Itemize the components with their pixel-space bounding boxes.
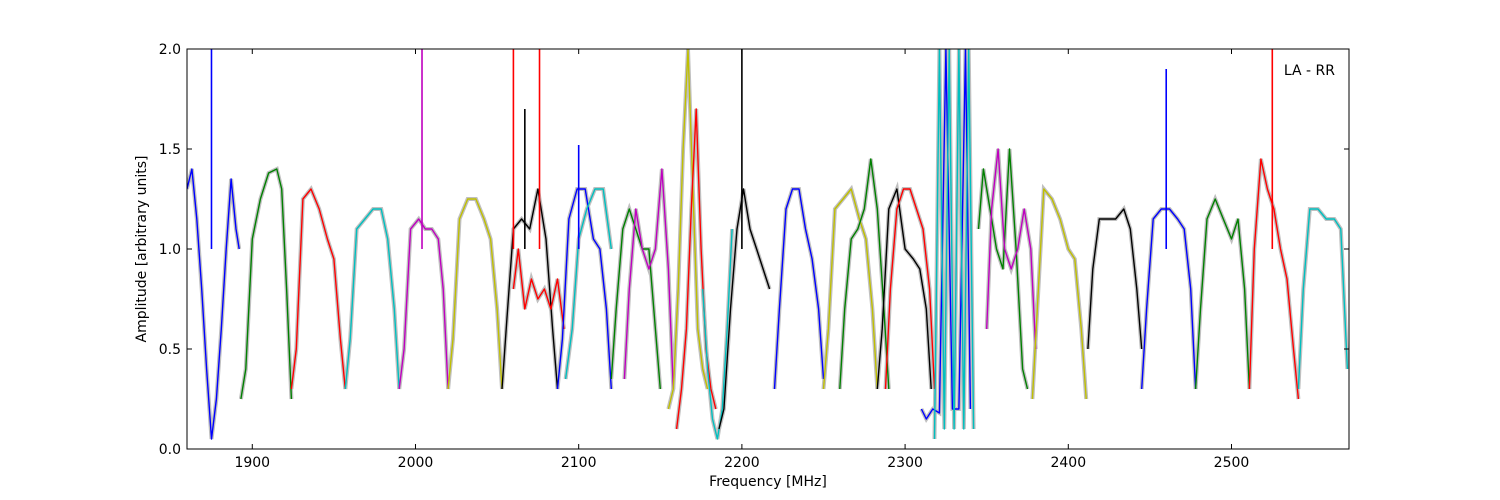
y-tick-label: 0.0 xyxy=(159,442,181,458)
series-line-11 xyxy=(610,208,661,390)
y-tick-label: 0.5 xyxy=(159,342,181,358)
series-line-27 xyxy=(1087,208,1143,350)
series-line-18 xyxy=(822,188,878,390)
series-line-26 xyxy=(1031,188,1087,400)
series-line-4 xyxy=(344,208,400,390)
y-axis-label: Amplitude [arbitrary units] xyxy=(134,156,150,343)
series-line-30 xyxy=(1248,158,1300,400)
x-tick-label: 2300 xyxy=(887,455,923,471)
x-tick-label: 2100 xyxy=(561,455,597,471)
x-axis-label: Frequency [MHz] xyxy=(709,474,827,490)
plot-area xyxy=(187,49,1349,449)
y-tick-label: 1.0 xyxy=(159,242,181,258)
series-line-6 xyxy=(447,198,503,390)
x-tick-label: 2400 xyxy=(1050,455,1086,471)
series-line-7 xyxy=(501,188,559,390)
series-line-19 xyxy=(839,158,890,390)
series-line-24 xyxy=(977,148,1029,390)
y-tick-label: 2.0 xyxy=(159,42,181,58)
series-line-13 xyxy=(667,49,709,410)
series-line-15 xyxy=(702,228,733,440)
series-line-29 xyxy=(1194,198,1251,390)
series-line-20 xyxy=(876,188,932,390)
series-line-21 xyxy=(884,188,936,390)
x-tick-label: 2500 xyxy=(1214,455,1250,471)
chart-annotation: LA - RR xyxy=(1284,63,1335,79)
x-tick-label: 2200 xyxy=(724,455,760,471)
series-line-22 xyxy=(920,49,972,420)
x-tick-label: 1900 xyxy=(234,455,270,471)
axes: 1900 2000 2100 2200 2300 2400 2500 0.0 0.5 1.0 1.5… xyxy=(159,42,1350,471)
series-line-31 xyxy=(1297,208,1349,390)
series-line-23 xyxy=(933,49,975,440)
series-line-2 xyxy=(240,168,293,400)
series-line-8 xyxy=(512,248,565,330)
series-line-14 xyxy=(675,108,717,430)
series-line-9 xyxy=(556,188,612,390)
series-line-25 xyxy=(986,148,1037,350)
series-line-12 xyxy=(623,168,674,390)
series-line-17 xyxy=(773,188,825,390)
series-line-1 xyxy=(187,168,240,440)
series-line-5 xyxy=(398,218,449,390)
plot-background xyxy=(187,49,1349,449)
series-line-10 xyxy=(564,188,612,380)
series-line-3 xyxy=(290,188,346,390)
y-tick-label: 1.5 xyxy=(159,142,181,158)
series-line-28 xyxy=(1141,208,1197,390)
x-tick-label: 2000 xyxy=(398,455,434,471)
series-line-16 xyxy=(718,188,771,430)
